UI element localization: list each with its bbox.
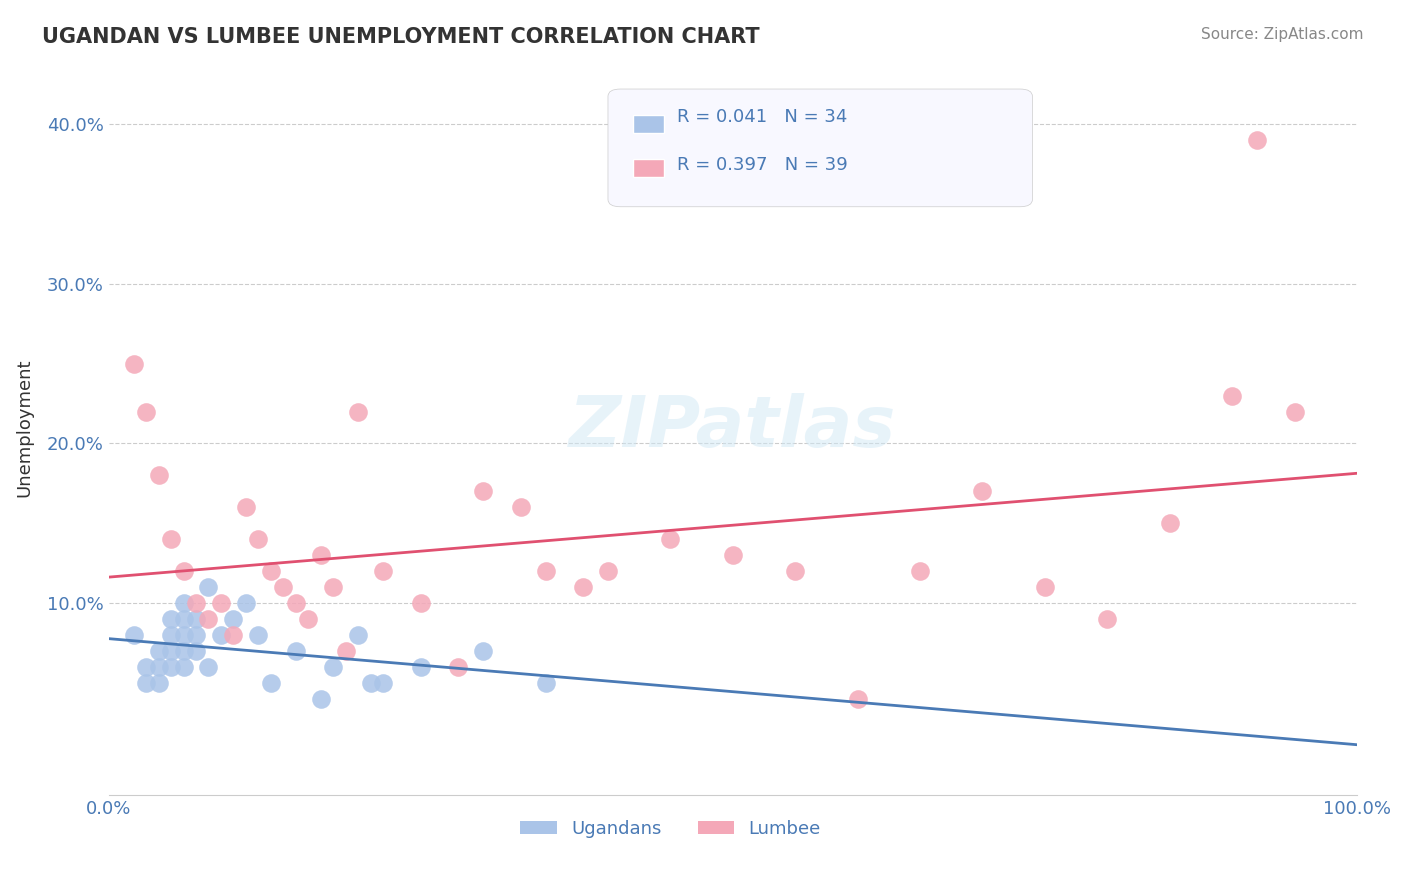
Text: ZIPatlas: ZIPatlas bbox=[569, 393, 897, 462]
Point bbox=[235, 597, 257, 611]
Point bbox=[135, 676, 157, 690]
Point bbox=[160, 533, 183, 547]
Point bbox=[184, 628, 207, 642]
Point bbox=[509, 500, 531, 515]
Point bbox=[209, 628, 232, 642]
Point bbox=[122, 357, 145, 371]
Point bbox=[846, 692, 869, 706]
Point bbox=[309, 549, 332, 563]
Point bbox=[472, 484, 495, 499]
Point bbox=[260, 565, 283, 579]
Point bbox=[173, 597, 195, 611]
FancyBboxPatch shape bbox=[607, 89, 1032, 207]
Point bbox=[247, 628, 270, 642]
Point bbox=[373, 676, 395, 690]
Point bbox=[273, 581, 295, 595]
Point bbox=[972, 484, 994, 499]
Point bbox=[572, 581, 595, 595]
FancyBboxPatch shape bbox=[633, 115, 664, 133]
Point bbox=[409, 660, 432, 674]
Point bbox=[322, 581, 344, 595]
Point bbox=[197, 581, 219, 595]
Text: R = 0.041   N = 34: R = 0.041 N = 34 bbox=[676, 108, 846, 126]
Point bbox=[721, 549, 744, 563]
Point bbox=[409, 597, 432, 611]
Point bbox=[148, 660, 170, 674]
Point bbox=[148, 644, 170, 658]
Y-axis label: Unemployment: Unemployment bbox=[15, 359, 32, 497]
Point bbox=[148, 676, 170, 690]
Point bbox=[173, 628, 195, 642]
Point bbox=[360, 676, 382, 690]
Point bbox=[373, 565, 395, 579]
Point bbox=[160, 612, 183, 626]
Point bbox=[184, 597, 207, 611]
Point bbox=[1159, 516, 1181, 531]
Point bbox=[135, 660, 157, 674]
Point bbox=[322, 660, 344, 674]
Point bbox=[1246, 132, 1268, 146]
Point bbox=[596, 565, 619, 579]
Point bbox=[222, 612, 245, 626]
Point bbox=[534, 676, 557, 690]
Point bbox=[173, 644, 195, 658]
Point bbox=[347, 404, 370, 418]
Legend: Ugandans, Lumbee: Ugandans, Lumbee bbox=[513, 813, 828, 846]
Point bbox=[908, 565, 931, 579]
Point bbox=[309, 692, 332, 706]
Point bbox=[472, 644, 495, 658]
Point bbox=[197, 612, 219, 626]
Point bbox=[160, 644, 183, 658]
Point bbox=[1220, 388, 1243, 402]
FancyBboxPatch shape bbox=[633, 159, 664, 178]
Point bbox=[148, 468, 170, 483]
Point bbox=[284, 597, 307, 611]
Point bbox=[160, 628, 183, 642]
Point bbox=[447, 660, 470, 674]
Point bbox=[260, 676, 283, 690]
Text: Source: ZipAtlas.com: Source: ZipAtlas.com bbox=[1201, 27, 1364, 42]
Point bbox=[335, 644, 357, 658]
Point bbox=[184, 612, 207, 626]
Point bbox=[247, 533, 270, 547]
Point bbox=[173, 660, 195, 674]
Point bbox=[659, 533, 682, 547]
Point bbox=[135, 404, 157, 418]
Point bbox=[1284, 404, 1306, 418]
Point bbox=[1033, 581, 1056, 595]
Point bbox=[222, 628, 245, 642]
Point bbox=[297, 612, 319, 626]
Point bbox=[173, 565, 195, 579]
Point bbox=[235, 500, 257, 515]
Point bbox=[197, 660, 219, 674]
Point bbox=[534, 565, 557, 579]
Point bbox=[173, 612, 195, 626]
Point bbox=[122, 628, 145, 642]
Point bbox=[284, 644, 307, 658]
Point bbox=[209, 597, 232, 611]
Point bbox=[160, 660, 183, 674]
Point bbox=[184, 644, 207, 658]
Point bbox=[1097, 612, 1119, 626]
Text: R = 0.397   N = 39: R = 0.397 N = 39 bbox=[676, 156, 848, 174]
Text: UGANDAN VS LUMBEE UNEMPLOYMENT CORRELATION CHART: UGANDAN VS LUMBEE UNEMPLOYMENT CORRELATI… bbox=[42, 27, 759, 46]
Point bbox=[347, 628, 370, 642]
Point bbox=[785, 565, 807, 579]
